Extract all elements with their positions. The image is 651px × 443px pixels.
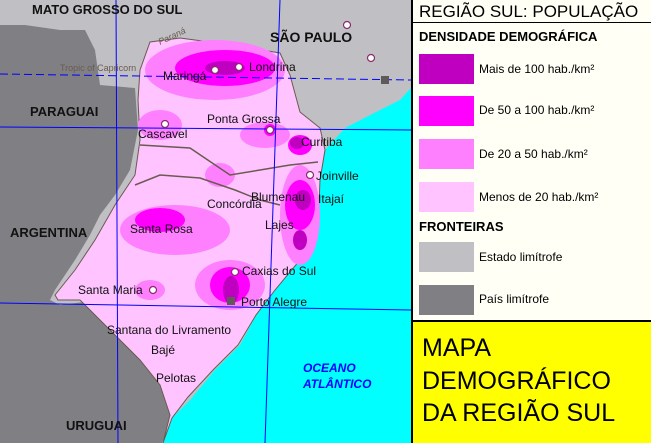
city-label-pelotas: Pelotas	[156, 371, 196, 385]
legend-divider	[413, 22, 651, 23]
label-under-20: Menos de 20 hab./km²	[479, 190, 599, 204]
region-label-mato-grosso-do-sul: MATO GROSSO DO SUL	[32, 2, 183, 17]
city-label-porto-alegre: Porto Alegre	[241, 295, 307, 309]
ocean-label-line2: ATLÂNTICO	[302, 376, 372, 391]
city-label-curitiba: Curitiba	[301, 135, 343, 149]
density-over-100-patches	[205, 61, 311, 304]
tropic-label: Tropic of Capricorn	[60, 63, 136, 73]
city-label-joinville: Joinville	[316, 169, 359, 183]
ocean	[162, 88, 411, 443]
city-markers	[148, 20, 376, 295]
swatch-neighbor-state	[419, 242, 474, 272]
city-label-maringa: Maringá	[163, 69, 207, 83]
neighbor-countries	[0, 25, 172, 443]
label-over-100: Mais de 100 hab./km²	[479, 62, 595, 76]
swatch-20-50	[419, 139, 474, 169]
grid-lines	[0, 0, 411, 443]
region-label-sao-paulo: SÃO PAULO	[270, 28, 352, 45]
swatch-neighbor-country	[419, 285, 474, 315]
density-heading: DENSIDADE DEMOGRÁFICA	[419, 29, 598, 44]
label-neighbor-state: Estado limítrofe	[479, 250, 563, 264]
sao-paulo-capital-marker	[381, 76, 389, 84]
city-label-concordia: Concórdia	[207, 197, 262, 211]
porto-alegre-capital-marker	[227, 297, 235, 305]
region-label-argentina: ARGENTINA	[10, 225, 88, 240]
title-line-3: DA REGIÃO SUL	[422, 399, 616, 427]
city-label-blumenau: Blumenau	[251, 190, 305, 204]
ocean-label-line1: OCEANO	[303, 361, 356, 375]
city-label-lajes: Lajes	[265, 218, 294, 232]
swatch-under-20	[419, 182, 474, 212]
city-label-santa-maria: Santa Maria	[78, 283, 143, 297]
legend-title: REGIÃO SUL: POPULAÇÃO	[419, 2, 639, 21]
label-neighbor-country: País limítrofe	[479, 292, 550, 306]
city-label-santa-rosa: Santa Rosa	[130, 222, 193, 236]
title-line-1: MAPA	[422, 334, 491, 362]
population-density-map: MATO GROSSO DO SUL SÃO PAULO PARAGUAI AR…	[0, 0, 411, 443]
city-label-baje: Bajé	[151, 343, 175, 357]
city-label-itajai: Itajaí	[318, 192, 345, 206]
map-title-box: MAPA DEMOGRÁFICO DA REGIÃO SUL	[413, 322, 651, 443]
region-label-paraguai: PARAGUAI	[30, 104, 98, 119]
city-label-santana-do-livramento: Santana do Livramento	[107, 323, 231, 337]
city-label-londrina: Londrina	[249, 60, 296, 74]
swatch-50-100	[419, 96, 474, 126]
region-label-uruguai: URUGUAI	[66, 418, 127, 433]
city-label-caxias-do-sul: Caxias do Sul	[242, 264, 316, 278]
legend-panel: REGIÃO SUL: POPULAÇÃO DENSIDADE DEMOGRÁF…	[413, 0, 651, 320]
city-label-ponta-grossa: Ponta Grossa	[207, 112, 281, 126]
borders-heading: FRONTEIRAS	[419, 219, 504, 234]
title-line-2: DEMOGRÁFICO	[422, 367, 611, 395]
swatch-over-100	[419, 54, 474, 84]
label-20-50: De 20 a 50 hab./km²	[479, 147, 588, 161]
state-borders	[134, 144, 319, 206]
city-label-cascavel: Cascavel	[138, 127, 187, 141]
label-50-100: De 50 a 100 hab./km²	[479, 103, 595, 117]
